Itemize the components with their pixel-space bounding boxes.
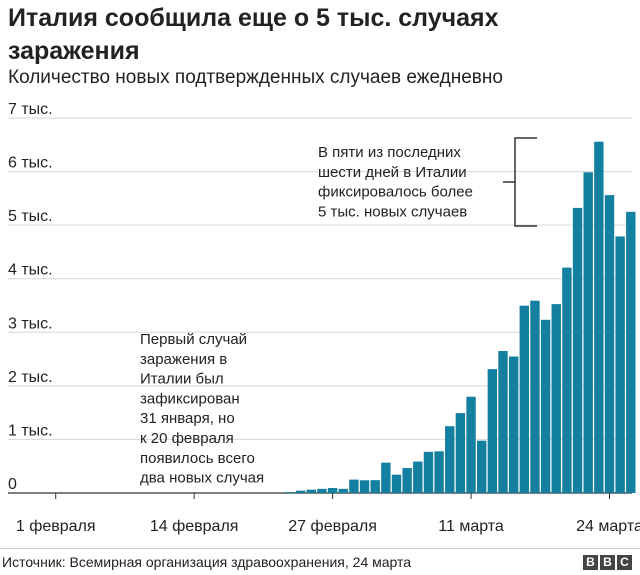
y-tick-label: 7 тыс.: [8, 101, 53, 118]
bar: [487, 369, 498, 493]
bar: [519, 305, 529, 493]
bar: [562, 267, 572, 494]
source-note: Источник: Всемирная организация здравоох…: [2, 554, 412, 570]
bar: [434, 451, 444, 493]
y-tick-label: 6 тыс.: [8, 155, 53, 172]
y-tick-label: 2 тыс.: [8, 369, 53, 386]
bar: [477, 440, 487, 493]
y-tick-label: 1 тыс.: [8, 422, 53, 439]
bar: [551, 304, 561, 493]
bar: [530, 300, 540, 493]
bar: [626, 211, 636, 494]
annotation-recent-days: В пяти из последних шести дней в Италии фи…: [318, 144, 473, 220]
bar: [285, 492, 295, 493]
bar: [615, 236, 625, 493]
bars: [285, 141, 636, 494]
bar: [327, 488, 338, 493]
annotation-line: шести дней в Италии: [318, 164, 467, 181]
annotation-line: В пяти из последних: [318, 144, 461, 161]
annotation-line: 31 января, но: [140, 410, 235, 427]
bar: [604, 195, 615, 493]
bar: [370, 480, 380, 493]
x-tick-label: 14 февраля: [150, 518, 239, 535]
annotation-line: к 20 февраля: [140, 430, 234, 447]
annotation-line: Италии был: [140, 371, 224, 388]
bar: [391, 474, 402, 493]
annotation-line: зафиксирован: [140, 390, 240, 407]
bar: [508, 356, 519, 493]
bar: [423, 451, 434, 493]
annotation-first-case: Первый случай заражения в Италии был зафикс…: [140, 331, 264, 487]
x-tick-label: 11 марта: [438, 518, 504, 535]
x-tick-label: 1 февраля: [16, 518, 96, 535]
footer-divider: [0, 548, 640, 549]
bar: [594, 141, 604, 494]
y-tick-label: 4 тыс.: [8, 262, 53, 279]
annotations: Первый случай заражения в Италии был зафикс…: [140, 137, 537, 487]
annotation-line: фиксировалось более: [318, 184, 473, 201]
annotation-bracket: [503, 137, 537, 227]
bar: [466, 396, 476, 493]
bar: [306, 489, 316, 493]
bar: [583, 172, 593, 493]
bar: [317, 488, 327, 494]
bar: [455, 413, 466, 493]
y-tick-label: 0: [8, 476, 17, 493]
bbc-logo: B B C: [583, 555, 632, 570]
bbc-logo-letter: B: [600, 555, 615, 570]
bbc-logo-letter: B: [583, 555, 598, 570]
annotation-line: Первый случай: [140, 331, 247, 348]
bar: [445, 426, 455, 493]
bbc-logo-letter: C: [617, 555, 632, 570]
bar: [540, 319, 551, 493]
bar: [349, 479, 359, 493]
bar: [295, 490, 306, 493]
bar-chart: 0 1 тыс. 2 тыс. 3 тыс. 4 тыс. 5 тыс. 6 тыс. 7 т…: [8, 101, 640, 535]
y-axis-ticks: 0 1 тыс. 2 тыс. 3 тыс. 4 тыс. 5 тыс. 6 тыс. 7 т…: [8, 101, 53, 493]
bar: [359, 480, 370, 493]
annotation-line: появилось всего: [140, 450, 255, 467]
bar: [413, 461, 423, 493]
bar: [498, 350, 508, 493]
x-axis-ticks: 1 февраля 14 февраля 27 февраля 11 марта 24 …: [16, 493, 640, 535]
annotation-line: заражения в: [140, 351, 227, 368]
x-tick-label: 24 марта: [576, 518, 640, 535]
bar: [338, 488, 348, 493]
x-tick-label: 27 февраля: [288, 518, 377, 535]
y-tick-label: 3 тыс.: [8, 315, 53, 332]
bar: [381, 462, 391, 493]
bar: [402, 468, 412, 493]
bar: [572, 207, 583, 493]
chart-title: Италия сообщила еще о 5 тыс. случаях зар…: [8, 4, 499, 65]
y-tick-label: 5 тыс.: [8, 208, 53, 225]
chart-subtitle: Количество новых подтвержденных случаев …: [8, 67, 503, 88]
annotation-line: 5 тыс. новых случаев: [318, 203, 467, 220]
annotation-line: два новых случая: [140, 470, 264, 487]
